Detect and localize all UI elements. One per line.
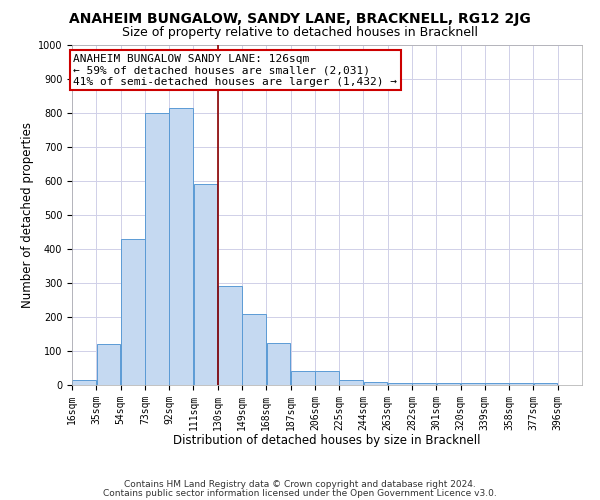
- Bar: [340, 380, 363, 385]
- Bar: [121, 239, 145, 385]
- Text: Contains HM Land Registry data © Crown copyright and database right 2024.: Contains HM Land Registry data © Crown c…: [124, 480, 476, 489]
- Bar: [291, 372, 314, 385]
- Text: Size of property relative to detached houses in Bracknell: Size of property relative to detached ho…: [122, 26, 478, 39]
- Bar: [266, 342, 290, 385]
- Text: Contains public sector information licensed under the Open Government Licence v3: Contains public sector information licen…: [103, 488, 497, 498]
- X-axis label: Distribution of detached houses by size in Bracknell: Distribution of detached houses by size …: [173, 434, 481, 447]
- Text: ANAHEIM BUNGALOW SANDY LANE: 126sqm
← 59% of detached houses are smaller (2,031): ANAHEIM BUNGALOW SANDY LANE: 126sqm ← 59…: [73, 54, 397, 86]
- Bar: [364, 382, 388, 385]
- Bar: [194, 184, 217, 385]
- Bar: [315, 372, 339, 385]
- Text: ANAHEIM BUNGALOW, SANDY LANE, BRACKNELL, RG12 2JG: ANAHEIM BUNGALOW, SANDY LANE, BRACKNELL,…: [69, 12, 531, 26]
- Bar: [388, 384, 412, 385]
- Bar: [412, 384, 436, 385]
- Y-axis label: Number of detached properties: Number of detached properties: [20, 122, 34, 308]
- Bar: [218, 286, 242, 385]
- Bar: [485, 384, 509, 385]
- Bar: [169, 108, 193, 385]
- Bar: [461, 384, 485, 385]
- Bar: [97, 344, 120, 385]
- Bar: [73, 380, 96, 385]
- Bar: [145, 113, 169, 385]
- Bar: [437, 384, 460, 385]
- Bar: [509, 384, 533, 385]
- Bar: [242, 314, 266, 385]
- Bar: [534, 384, 557, 385]
